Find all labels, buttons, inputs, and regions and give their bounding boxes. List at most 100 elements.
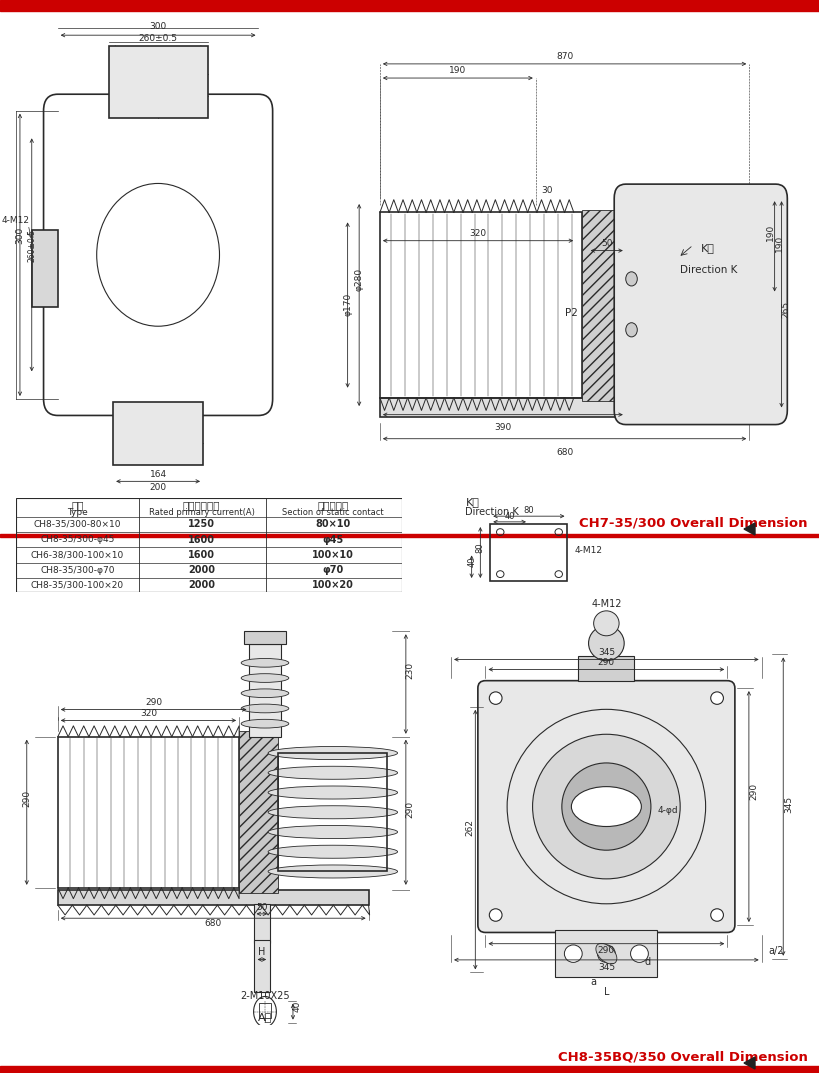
Text: 345: 345	[597, 964, 614, 972]
Ellipse shape	[241, 659, 288, 667]
Bar	[58, 890, 368, 906]
Ellipse shape	[268, 766, 397, 779]
Ellipse shape	[571, 787, 640, 826]
Text: H: H	[258, 947, 265, 957]
Bar	[278, 753, 387, 871]
Text: 680: 680	[555, 449, 572, 457]
Text: L: L	[603, 987, 609, 997]
Polygon shape	[743, 523, 754, 535]
Text: 50: 50	[256, 902, 267, 912]
Text: 4-M12: 4-M12	[2, 216, 29, 225]
Text: 290: 290	[405, 800, 414, 818]
Bar	[253, 940, 269, 993]
Text: φ280: φ280	[355, 268, 363, 291]
Text: 345: 345	[597, 648, 614, 657]
Text: 260±0.5: 260±0.5	[27, 229, 36, 262]
Text: 290: 290	[145, 699, 162, 707]
Text: CH8-35/300-φ45: CH8-35/300-φ45	[40, 535, 115, 544]
Circle shape	[588, 626, 623, 661]
Ellipse shape	[268, 787, 397, 799]
Circle shape	[625, 323, 636, 337]
Bar	[490, 524, 567, 580]
Ellipse shape	[268, 846, 397, 858]
Ellipse shape	[241, 704, 288, 712]
Text: 1600: 1600	[188, 550, 215, 560]
Bar	[0, 1065, 819, 1073]
Bar	[259, 1003, 271, 1018]
Text: 100×10: 100×10	[312, 550, 354, 560]
Bar	[0, 534, 819, 536]
Text: 190: 190	[774, 235, 783, 252]
Text: 190: 190	[449, 67, 466, 75]
Text: 2000: 2000	[188, 565, 215, 575]
Ellipse shape	[268, 747, 397, 760]
Circle shape	[489, 692, 501, 704]
Text: 型号: 型号	[71, 500, 84, 510]
Text: 静触头截面: 静触头截面	[317, 500, 348, 510]
Text: 290: 290	[597, 946, 614, 955]
Circle shape	[710, 692, 722, 704]
Text: 265: 265	[781, 302, 790, 319]
Text: 40: 40	[292, 1000, 301, 1012]
Text: CH8-35BQ/350 Overall Dimension: CH8-35BQ/350 Overall Dimension	[558, 1050, 807, 1064]
Text: CH7-35/300 Overall Dimension: CH7-35/300 Overall Dimension	[579, 517, 807, 530]
Text: P2: P2	[564, 308, 577, 319]
Circle shape	[97, 183, 219, 326]
Text: 290: 290	[749, 783, 758, 800]
Polygon shape	[743, 1057, 754, 1069]
Bar	[0, 0, 819, 11]
Text: 50: 50	[600, 239, 612, 248]
Circle shape	[597, 945, 614, 962]
Text: Rated primary current(A): Rated primary current(A)	[148, 508, 254, 516]
Text: 320: 320	[140, 709, 156, 718]
Text: 200: 200	[149, 483, 166, 493]
Text: φ170: φ170	[342, 293, 351, 317]
Text: 30: 30	[541, 186, 552, 194]
Bar	[249, 645, 280, 737]
Bar	[58, 737, 239, 887]
Text: K向: K向	[465, 497, 479, 506]
Text: φ70: φ70	[322, 565, 343, 575]
Text: 1250: 1250	[188, 519, 215, 529]
Text: CH8-35/300-φ70: CH8-35/300-φ70	[40, 565, 115, 575]
Text: a: a	[590, 976, 596, 987]
Text: 190: 190	[765, 223, 774, 240]
Text: Direction K: Direction K	[679, 265, 736, 275]
Ellipse shape	[595, 943, 616, 964]
Text: 80×10: 80×10	[315, 519, 351, 529]
Text: a/2: a/2	[767, 945, 782, 956]
Text: 262: 262	[465, 819, 474, 836]
Text: 40: 40	[467, 557, 476, 568]
Text: K向: K向	[700, 244, 714, 253]
Text: φ45: φ45	[322, 534, 343, 545]
Text: CH6-38/300-100×10: CH6-38/300-100×10	[31, 550, 124, 560]
Text: 100×20: 100×20	[312, 580, 354, 590]
Bar	[379, 398, 749, 417]
Circle shape	[710, 909, 722, 922]
Text: Section of static contact: Section of static contact	[282, 508, 383, 516]
Text: 870: 870	[555, 53, 572, 61]
Bar	[239, 732, 278, 893]
Text: 290: 290	[597, 658, 614, 667]
Text: Direction K: Direction K	[465, 508, 518, 517]
Circle shape	[625, 271, 636, 285]
Text: 345: 345	[783, 796, 792, 813]
Text: 320: 320	[469, 229, 486, 238]
Text: 4-M12: 4-M12	[574, 545, 602, 555]
Bar	[113, 401, 203, 465]
Text: 390: 390	[494, 423, 511, 431]
Text: CH8-35/300-100×20: CH8-35/300-100×20	[31, 580, 124, 590]
Ellipse shape	[268, 865, 397, 878]
Circle shape	[561, 763, 650, 850]
Bar	[554, 930, 657, 978]
Text: CH8-35/300-80×10: CH8-35/300-80×10	[34, 520, 121, 529]
Text: 80: 80	[523, 506, 533, 515]
FancyBboxPatch shape	[477, 680, 734, 932]
Bar	[32, 230, 57, 307]
Text: 290: 290	[22, 790, 31, 807]
Bar	[244, 631, 285, 645]
Text: 260±0.5: 260±0.5	[138, 34, 178, 43]
Circle shape	[489, 909, 501, 922]
Circle shape	[532, 734, 679, 879]
Text: 2000: 2000	[188, 580, 215, 590]
